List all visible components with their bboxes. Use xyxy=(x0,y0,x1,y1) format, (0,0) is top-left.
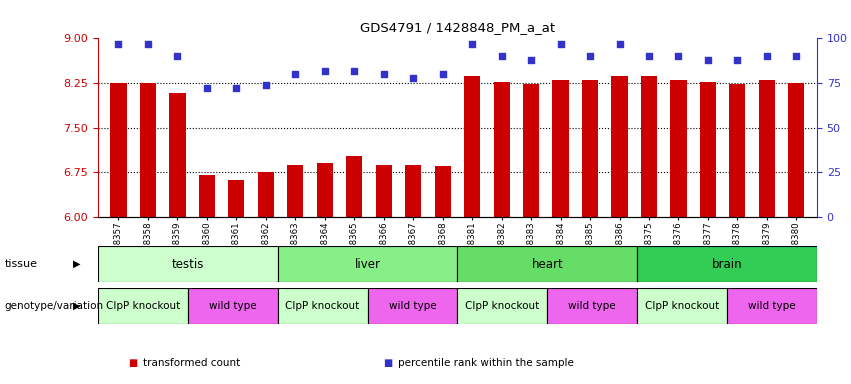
Point xyxy=(494,53,508,59)
Bar xyxy=(258,172,274,217)
Text: percentile rank within the sample: percentile rank within the sample xyxy=(398,358,574,368)
Bar xyxy=(169,93,186,217)
Bar xyxy=(346,156,363,217)
Point xyxy=(554,41,568,47)
Text: liver: liver xyxy=(355,258,380,270)
Text: transformed count: transformed count xyxy=(143,358,240,368)
Point xyxy=(200,85,214,91)
Text: genotype/variation: genotype/variation xyxy=(4,301,103,311)
Text: ClpP knockout: ClpP knockout xyxy=(465,301,540,311)
Bar xyxy=(98,288,188,324)
Bar xyxy=(494,82,510,217)
Bar xyxy=(288,165,304,217)
Point xyxy=(259,82,272,88)
Bar xyxy=(228,180,244,217)
Bar xyxy=(368,288,458,324)
Title: GDS4791 / 1428848_PM_a_at: GDS4791 / 1428848_PM_a_at xyxy=(360,22,555,35)
Text: wild type: wild type xyxy=(208,301,256,311)
Text: heart: heart xyxy=(531,258,563,270)
Text: wild type: wild type xyxy=(748,301,796,311)
Bar xyxy=(111,83,127,217)
Bar xyxy=(277,246,457,282)
Bar xyxy=(637,288,727,324)
Text: ■: ■ xyxy=(128,358,137,368)
Bar xyxy=(641,76,657,217)
Text: ■: ■ xyxy=(383,358,392,368)
Text: tissue: tissue xyxy=(4,259,37,269)
Bar xyxy=(523,84,540,217)
Point xyxy=(171,53,185,59)
Point xyxy=(230,85,243,91)
Bar xyxy=(729,84,745,217)
Bar xyxy=(759,80,775,217)
Text: ClpP knockout: ClpP knockout xyxy=(645,301,719,311)
Point xyxy=(790,53,803,59)
Text: ClpP knockout: ClpP knockout xyxy=(285,301,360,311)
Bar xyxy=(375,165,391,217)
Bar xyxy=(788,83,804,217)
Point xyxy=(643,53,656,59)
Point xyxy=(465,41,479,47)
Point xyxy=(318,68,332,74)
Point xyxy=(111,41,125,47)
Point xyxy=(141,41,155,47)
Bar xyxy=(700,82,716,217)
Text: ClpP knockout: ClpP knockout xyxy=(106,301,180,311)
Point xyxy=(760,53,774,59)
Bar xyxy=(435,166,451,217)
Text: testis: testis xyxy=(172,258,204,270)
Bar xyxy=(552,80,568,217)
Bar xyxy=(317,164,333,217)
Bar xyxy=(727,288,817,324)
Point xyxy=(730,57,744,63)
Bar xyxy=(98,246,277,282)
Bar xyxy=(464,76,480,217)
Point xyxy=(436,71,449,77)
Bar xyxy=(140,83,156,217)
Point xyxy=(407,74,420,81)
Text: brain: brain xyxy=(711,258,742,270)
Bar xyxy=(199,175,215,217)
Bar xyxy=(671,80,687,217)
Bar xyxy=(611,76,627,217)
Bar xyxy=(458,288,547,324)
Point xyxy=(671,53,685,59)
Point xyxy=(701,57,715,63)
Bar xyxy=(458,246,637,282)
Bar xyxy=(547,288,637,324)
Text: ▶: ▶ xyxy=(73,259,81,269)
Text: ▶: ▶ xyxy=(73,301,81,311)
Point xyxy=(524,57,538,63)
Point xyxy=(288,71,302,77)
Bar xyxy=(405,165,421,217)
Text: wild type: wild type xyxy=(389,301,437,311)
Bar xyxy=(277,288,368,324)
Bar xyxy=(582,80,598,217)
Point xyxy=(613,41,626,47)
Point xyxy=(583,53,597,59)
Point xyxy=(377,71,391,77)
Point xyxy=(347,68,361,74)
Bar xyxy=(188,288,277,324)
Bar xyxy=(637,246,817,282)
Text: wild type: wild type xyxy=(568,301,616,311)
